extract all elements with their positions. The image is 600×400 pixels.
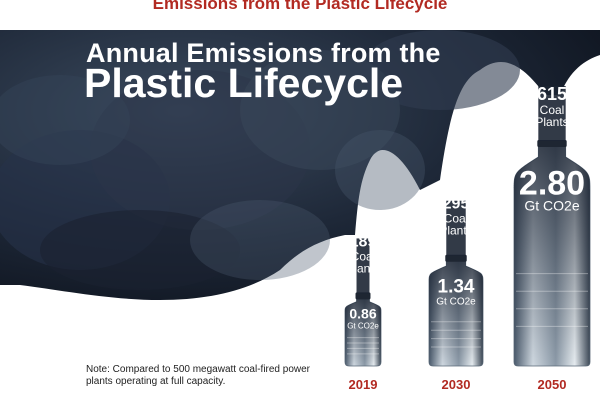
coal-label-2050: Plants [535,115,568,129]
footnote: Note: Compared to 500 megawatt coal-fire… [86,364,311,387]
coal-label-2050: Coal [540,103,565,117]
unit-label-2030: Gt CO2e [436,296,476,307]
bottle-cap-2019 [355,292,371,300]
source-credit: Source: © CIEL [30,326,100,337]
x-axis-labels: 2019 2030 2050 [349,377,567,392]
header-title: Emissions from the Plastic Lifecycle [152,0,448,13]
coal-label-2030: Plants [439,224,472,238]
smoke-cloud [0,30,600,300]
bottle-cap-2050 [537,140,567,147]
unit-label-2050: Gt CO2e [524,197,579,213]
main-title-line2: Plastic Lifecycle [84,60,404,106]
bottle-bars [344,86,591,367]
x-tick-2050: 2050 [538,377,567,392]
x-tick-2030: 2030 [442,377,471,392]
bottle-bar-2030 [428,200,484,367]
value-label-2030: 1.34 [438,276,475,297]
x-tick-2019: 2019 [349,377,378,392]
main-title-line1: Annual Emissions from the [86,38,441,68]
bottle-cap-2030 [445,254,467,262]
coal-label-2019: Coal [351,249,376,263]
coal-count-2050: 615 [537,84,567,104]
coal-label-2019: Plants [346,261,379,275]
bottle-bar-2019 [344,238,382,367]
value-label-2050: 2.80 [519,164,585,202]
coal-count-2030: 295 [443,196,470,213]
value-label-2019: 0.86 [349,306,376,322]
coal-count-2019: 189 [350,233,377,250]
bottle-bar-2050 [513,86,591,367]
coal-label-2030: Coal [444,212,469,226]
unit-label-2019: Gt CO2e [347,322,379,331]
